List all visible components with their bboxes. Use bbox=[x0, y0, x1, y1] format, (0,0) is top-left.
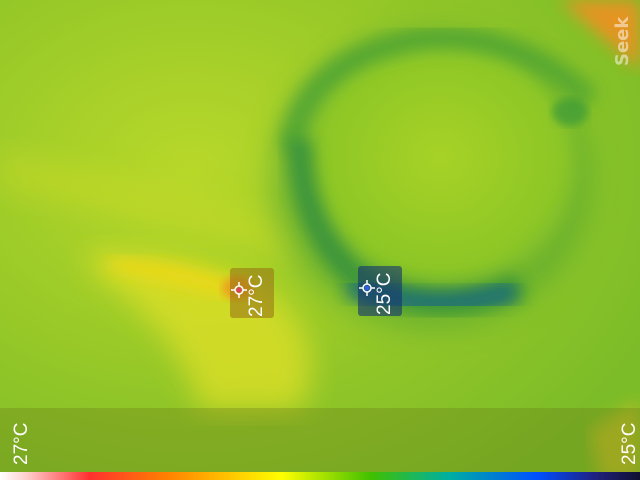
hot-spot-marker: 27°C bbox=[230, 268, 274, 318]
color-palette-strip bbox=[0, 472, 640, 480]
cold-spot-temperature: 25°C bbox=[374, 272, 395, 315]
seek-logo: Seek bbox=[612, 16, 633, 66]
scale-max-label: 25°C bbox=[619, 422, 640, 465]
hot-spot-temperature: 27°C bbox=[246, 274, 267, 317]
scale-min-label: 27°C bbox=[11, 422, 32, 465]
scale-bar bbox=[0, 408, 640, 472]
crosshair-icon bbox=[359, 280, 375, 296]
cold-spot-marker: 25°C bbox=[358, 266, 402, 316]
crosshair-icon bbox=[231, 282, 247, 298]
